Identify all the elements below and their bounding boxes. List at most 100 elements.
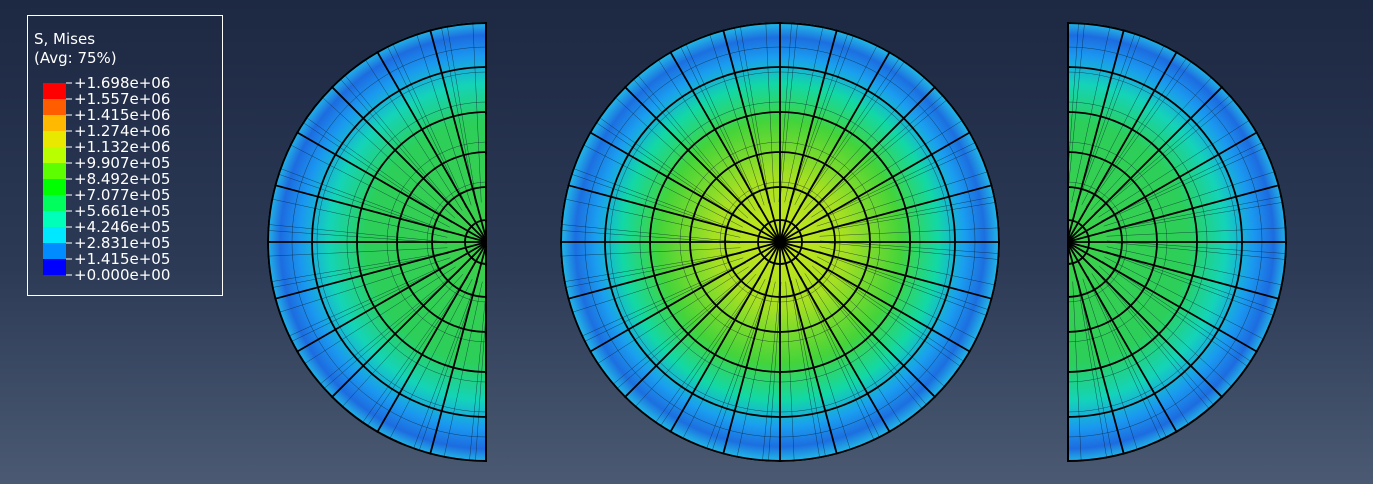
partition-line bbox=[722, 29, 781, 243]
partition-line bbox=[486, 242, 487, 246]
partition-line bbox=[1067, 241, 1280, 300]
legend-swatch bbox=[43, 147, 66, 163]
mesh-line bbox=[503, 279, 558, 451]
mesh-line bbox=[492, 26, 530, 202]
mesh-line bbox=[999, 281, 1058, 451]
partition-line bbox=[376, 51, 487, 243]
mesh-line bbox=[1024, 282, 1062, 458]
partition-line bbox=[779, 85, 937, 243]
legend-label: +1.274e+06 bbox=[74, 122, 170, 140]
partition-line bbox=[567, 184, 781, 243]
partition-ring bbox=[431, 186, 487, 298]
mesh-line bbox=[496, 33, 555, 203]
mesh-line bbox=[1053, 22, 1061, 202]
mesh-line bbox=[993, 281, 1056, 450]
legend-label: +8.492e+05 bbox=[74, 170, 170, 188]
partition-line bbox=[376, 241, 487, 433]
partition-line bbox=[623, 85, 781, 243]
mesh-line bbox=[996, 34, 1051, 206]
left-part bbox=[267, 22, 558, 462]
partition-line bbox=[429, 29, 487, 243]
partition-line bbox=[567, 241, 781, 300]
partition-line bbox=[779, 184, 993, 243]
legend-swatch bbox=[43, 83, 66, 99]
legend-label: +1.132e+06 bbox=[74, 138, 170, 156]
partition-line bbox=[779, 241, 838, 455]
partition-line bbox=[1067, 184, 1280, 243]
mesh-line bbox=[1067, 281, 1069, 301]
partition-line bbox=[330, 85, 487, 243]
legend-label: +1.698e+06 bbox=[74, 74, 170, 92]
mesh-line bbox=[1021, 27, 1055, 204]
center-part bbox=[560, 22, 1000, 462]
legend-swatch bbox=[43, 99, 66, 115]
partition-line bbox=[1067, 241, 1178, 433]
part-edge bbox=[267, 22, 487, 462]
partition-line bbox=[779, 241, 993, 300]
partition-line bbox=[589, 241, 781, 353]
legend-label: +0.000e+00 bbox=[74, 266, 170, 284]
legend-swatch bbox=[43, 227, 66, 243]
legend-swatch bbox=[43, 179, 66, 195]
partition-line bbox=[1067, 241, 1224, 399]
partition-line bbox=[429, 241, 487, 455]
partition-ring bbox=[724, 186, 836, 298]
right-part bbox=[993, 22, 1287, 462]
partition-line bbox=[330, 241, 487, 399]
partition-line bbox=[669, 51, 781, 243]
legend-label: +4.246e+05 bbox=[74, 218, 170, 236]
legend-box bbox=[27, 15, 223, 296]
mesh-line bbox=[485, 183, 487, 203]
legend-label: +7.077e+05 bbox=[74, 186, 170, 204]
legend-swatch bbox=[43, 131, 66, 147]
partition-line bbox=[669, 241, 781, 433]
partition-line bbox=[274, 241, 487, 300]
partition-ring bbox=[311, 66, 487, 418]
partition-line bbox=[589, 131, 781, 243]
partition-ring bbox=[1067, 219, 1090, 265]
legend-swatch bbox=[43, 115, 66, 131]
partition-line bbox=[779, 51, 891, 243]
mesh-line bbox=[498, 280, 532, 457]
partition-ring bbox=[1067, 111, 1198, 373]
mesh-line bbox=[497, 281, 526, 459]
partition-line bbox=[296, 131, 487, 243]
partition-line bbox=[779, 241, 971, 353]
legend-label: +2.831e+05 bbox=[74, 234, 170, 252]
partition-line bbox=[779, 131, 971, 243]
mesh-line bbox=[493, 282, 501, 462]
partition-line bbox=[779, 241, 891, 433]
partition-line bbox=[486, 238, 487, 242]
legend-subtitle: (Avg: 75%) bbox=[34, 49, 117, 67]
legend-label: +9.907e+05 bbox=[74, 154, 170, 172]
partition-line bbox=[296, 241, 487, 353]
partition-line bbox=[779, 241, 937, 399]
partition-line bbox=[1067, 131, 1258, 243]
legend-swatch bbox=[43, 195, 66, 211]
part-edge bbox=[1067, 22, 1287, 462]
partition-ring bbox=[396, 151, 487, 333]
partition-ring bbox=[1067, 186, 1123, 298]
legend-title: S, Mises bbox=[34, 30, 95, 48]
partition-line bbox=[1067, 85, 1224, 243]
legend-label: +1.415e+05 bbox=[74, 250, 170, 268]
partition-line bbox=[1067, 238, 1068, 242]
legend-swatch bbox=[43, 259, 66, 275]
partition-ring bbox=[689, 151, 871, 333]
legend-swatch bbox=[43, 163, 66, 179]
partition-line bbox=[1067, 29, 1125, 243]
partition-ring bbox=[604, 66, 956, 418]
partition-ring bbox=[1067, 151, 1158, 333]
partition-line bbox=[722, 241, 781, 455]
partition-line bbox=[1067, 241, 1125, 455]
partition-ring bbox=[464, 219, 487, 265]
legend-swatch bbox=[43, 243, 66, 259]
mesh-line bbox=[1067, 282, 1068, 285]
partition-line bbox=[1067, 241, 1258, 353]
part-edge bbox=[560, 22, 1000, 462]
legend-swatch bbox=[43, 211, 66, 227]
partition-line bbox=[779, 29, 838, 243]
